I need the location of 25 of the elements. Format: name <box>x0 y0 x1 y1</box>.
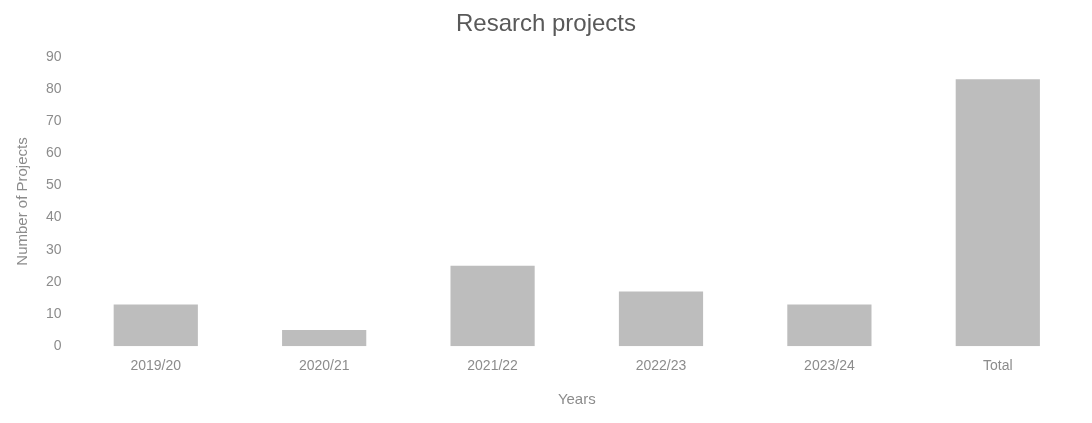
y-axis-title: Number of Projects <box>13 137 31 266</box>
x-tick-label: 2023/24 <box>804 357 855 374</box>
x-tick-label: 2022/23 <box>635 357 687 374</box>
x-tick-label: 2019/20 <box>130 357 182 374</box>
x-tick-label: Total <box>983 357 1013 374</box>
y-tick-label: 0 <box>53 337 62 354</box>
chart-title: Resarch projects <box>455 9 637 37</box>
y-tick-label: 30 <box>45 240 62 257</box>
bar <box>113 304 198 347</box>
bar <box>282 330 367 347</box>
y-tick-label: 20 <box>45 272 62 289</box>
y-tick-label: 40 <box>45 208 62 225</box>
y-tick-label: 70 <box>45 111 62 128</box>
x-tick-label: 2020/21 <box>298 357 350 374</box>
y-tick-label: 10 <box>45 304 62 321</box>
bar <box>955 79 1040 347</box>
y-tick-label: 80 <box>45 79 62 96</box>
bar <box>450 265 535 347</box>
y-tick-label: 50 <box>45 176 62 193</box>
y-tick-label: 90 <box>45 47 62 64</box>
bar <box>787 304 872 347</box>
bar <box>618 291 704 347</box>
x-tick-label: 2021/22 <box>467 357 519 374</box>
y-tick-label: 60 <box>45 144 62 161</box>
x-axis-title: Years <box>557 390 596 408</box>
